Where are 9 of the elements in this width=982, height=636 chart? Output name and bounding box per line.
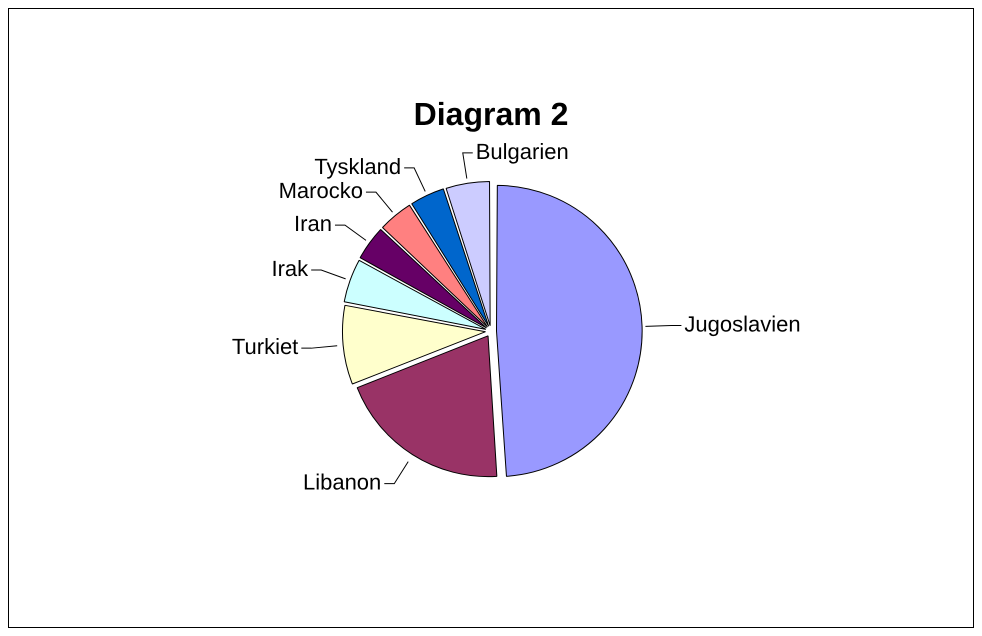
slice-label: Marocko xyxy=(278,178,363,204)
slice-label: Bulgarien xyxy=(476,138,569,164)
chart-title: Diagram 2 xyxy=(414,96,568,132)
slice-label: Turkiet xyxy=(232,334,298,360)
slice-label: Irak xyxy=(271,256,310,282)
slice-label: Libanon xyxy=(302,470,382,495)
slice-label: Jugoslavien xyxy=(684,312,801,337)
slice-label: Tyskland xyxy=(314,154,402,179)
slice-label: Iran xyxy=(294,211,332,236)
